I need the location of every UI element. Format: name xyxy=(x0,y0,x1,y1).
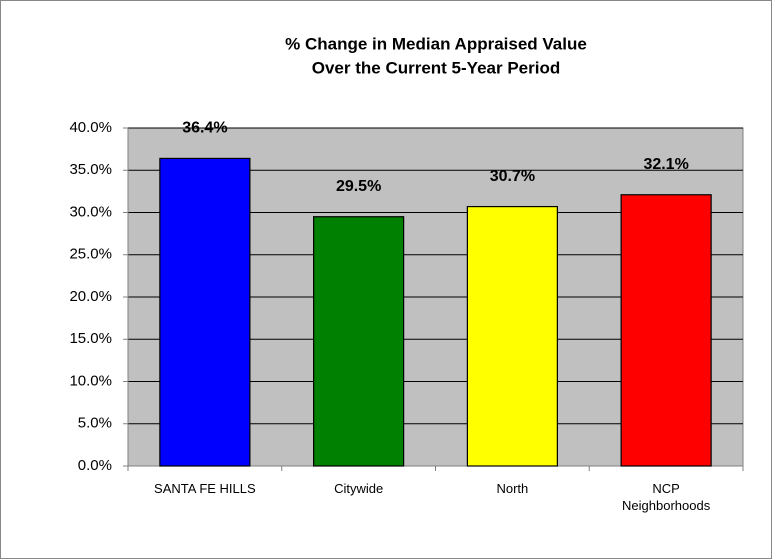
x-tick-label: SANTA FE HILLS xyxy=(154,481,256,496)
y-tick-label: 40.0% xyxy=(69,119,112,136)
y-tick-label: 25.0% xyxy=(69,246,112,263)
chart-title: Over the Current 5-Year Period xyxy=(312,58,560,77)
bar xyxy=(159,157,251,467)
bar xyxy=(466,205,558,467)
y-tick-label: 0.0% xyxy=(78,457,112,474)
x-tick-label: North xyxy=(496,481,529,496)
data-label: 30.7% xyxy=(490,168,535,185)
y-tick-label: 20.0% xyxy=(69,288,112,305)
data-label: 32.1% xyxy=(643,156,688,173)
y-tick-label: 5.0% xyxy=(78,415,112,432)
x-tick-label: Citywide xyxy=(334,481,384,496)
bar xyxy=(313,216,405,467)
y-tick-label: 15.0% xyxy=(69,330,112,347)
chart-title: % Change in Median Appraised Value xyxy=(285,34,587,53)
bar xyxy=(620,194,712,467)
data-label: 36.4% xyxy=(182,120,227,137)
x-tick-label: NCP Neighborhoods xyxy=(622,481,711,513)
data-label: 29.5% xyxy=(336,178,381,195)
y-tick-label: 10.0% xyxy=(69,372,112,389)
y-tick-label: 35.0% xyxy=(69,161,112,178)
y-tick-label: 30.0% xyxy=(69,203,112,220)
